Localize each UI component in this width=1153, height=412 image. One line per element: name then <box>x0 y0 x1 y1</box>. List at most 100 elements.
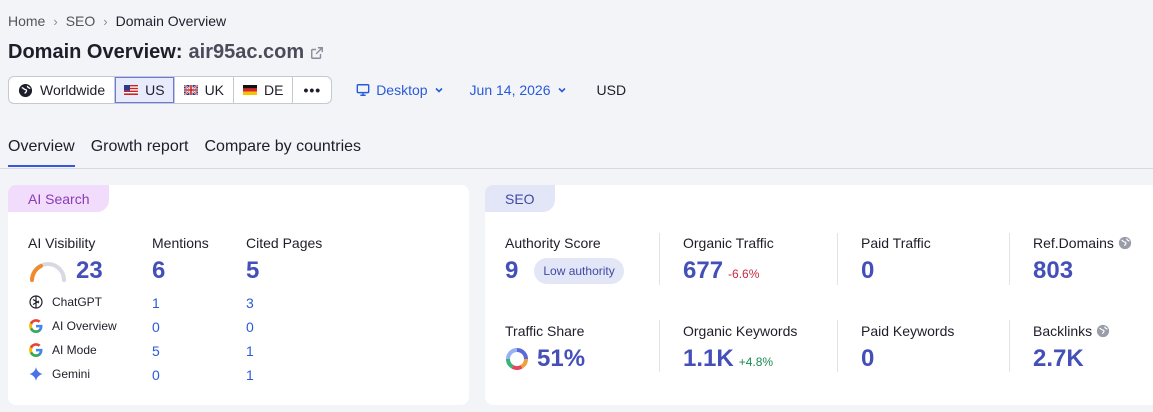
divider <box>659 233 660 285</box>
gemini-icon <box>29 367 43 381</box>
seo-card: SEO Authority Score 9 Low authority Orga… <box>485 185 1153 405</box>
mentions-value[interactable]: 6 <box>152 257 166 284</box>
uk-flag-icon <box>183 85 198 95</box>
backlinks-label: Backlinks <box>1033 323 1093 339</box>
ai-source-label: AI Overview <box>52 319 117 333</box>
list-item: Gemini <box>28 366 90 382</box>
organic-keywords-row: 1.1K +4.8% <box>683 345 773 373</box>
chevron-down-icon <box>557 87 566 93</box>
ai-overview-cited[interactable]: 0 <box>246 319 254 335</box>
ref-domains-header: Ref.Domains <box>1033 235 1132 251</box>
db-us-label: US <box>145 82 165 98</box>
ai-visibility-value[interactable]: 23 <box>76 257 103 284</box>
divider <box>837 320 838 372</box>
ref-domains-label: Ref.Domains <box>1033 235 1114 251</box>
desktop-icon <box>356 84 370 96</box>
page-title: Domain Overview: <box>8 41 183 63</box>
globe-icon <box>1118 236 1132 250</box>
chevron-down-icon <box>434 87 443 93</box>
db-worldwide-label: Worldwide <box>40 82 106 98</box>
domain-name: air95ac.com <box>188 41 305 63</box>
db-worldwide-button[interactable]: Worldwide <box>9 77 116 103</box>
gemini-mentions[interactable]: 0 <box>152 367 160 383</box>
database-selector: Worldwide US UK <box>8 76 333 104</box>
db-de-label: DE <box>264 82 284 98</box>
tab-growth-report[interactable]: Growth report <box>90 138 189 155</box>
google-icon <box>29 319 43 333</box>
ai-visibility-label: AI Visibility <box>28 235 96 251</box>
organic-traffic-row: 677 -6.6% <box>683 257 759 285</box>
authority-score-value[interactable]: 9 <box>505 257 519 284</box>
more-databases-button[interactable]: ••• <box>303 82 322 98</box>
chevron-right-icon: › <box>53 13 58 29</box>
organic-traffic-delta: -6.6% <box>728 267 760 281</box>
list-item: AI Mode <box>28 342 97 358</box>
divider <box>837 233 838 285</box>
chevron-right-icon: › <box>103 13 108 29</box>
tab-compare-by-countries[interactable]: Compare by countries <box>204 138 362 155</box>
backlinks-value[interactable]: 2.7K <box>1033 345 1084 372</box>
google-icon <box>29 343 43 357</box>
paid-traffic-label: Paid Traffic <box>861 235 931 251</box>
ai-search-card: AI Search AI Visibility 23 Mentions 6 Ci… <box>8 185 469 405</box>
organic-traffic-label: Organic Traffic <box>683 235 774 251</box>
page-title-row: Domain Overview: air95ac.com <box>8 41 324 64</box>
globe-icon <box>18 83 33 97</box>
chatgpt-cited[interactable]: 3 <box>246 295 254 311</box>
db-us-button[interactable]: US <box>115 77 175 103</box>
divider <box>1009 233 1010 285</box>
traffic-share-label: Traffic Share <box>505 323 585 339</box>
list-item: AI Overview <box>28 318 117 334</box>
db-de-button[interactable]: DE <box>234 77 294 103</box>
ai-visibility-gauge <box>30 262 66 282</box>
ai-mode-cited[interactable]: 1 <box>246 343 254 359</box>
ai-source-label: ChatGPT <box>52 295 103 309</box>
traffic-share-value[interactable]: 51% <box>537 345 586 372</box>
traffic-share-donut <box>505 348 529 370</box>
cited-pages-label: Cited Pages <box>246 235 323 251</box>
db-uk-button[interactable]: UK <box>175 77 235 103</box>
organic-keywords-label: Organic Keywords <box>683 323 798 339</box>
mentions-label: Mentions <box>152 235 209 251</box>
ai-mode-mentions[interactable]: 5 <box>152 343 160 359</box>
globe-icon <box>1097 324 1110 338</box>
backlinks-header: Backlinks <box>1033 323 1110 339</box>
toolbar: Worldwide US UK <box>8 76 626 104</box>
chatgpt-icon <box>29 295 43 309</box>
list-item: ChatGPT <box>28 294 102 310</box>
paid-traffic-value[interactable]: 0 <box>861 257 875 284</box>
us-flag-icon <box>124 85 139 95</box>
currency-label: USD <box>596 82 627 98</box>
paid-keywords-value[interactable]: 0 <box>861 345 875 372</box>
external-link-icon[interactable] <box>310 46 324 60</box>
device-dropdown[interactable]: Desktop <box>356 82 443 98</box>
divider <box>659 320 660 372</box>
device-label: Desktop <box>376 82 428 98</box>
breadcrumb: Home › SEO › Domain Overview <box>8 13 226 29</box>
organic-keywords-value[interactable]: 1.1K <box>683 345 734 372</box>
breadcrumb-home[interactable]: Home <box>8 13 46 29</box>
db-uk-label: UK <box>204 82 225 98</box>
chatgpt-mentions[interactable]: 1 <box>152 295 160 311</box>
ai-source-label: AI Mode <box>52 343 97 357</box>
authority-score-label: Authority Score <box>505 235 601 251</box>
paid-keywords-label: Paid Keywords <box>861 323 955 339</box>
date-label: Jun 14, 2026 <box>469 82 551 98</box>
organic-keywords-delta: +4.8% <box>738 355 774 369</box>
tab-bar: Overview Growth report Compare by countr… <box>8 138 361 167</box>
organic-traffic-value[interactable]: 677 <box>683 257 724 284</box>
cited-pages-value[interactable]: 5 <box>246 257 260 284</box>
ai-overview-mentions[interactable]: 0 <box>152 319 160 335</box>
ai-search-tag: AI Search <box>8 185 110 212</box>
breadcrumb-seo[interactable]: SEO <box>65 13 96 29</box>
date-dropdown[interactable]: Jun 14, 2026 <box>470 82 567 98</box>
traffic-share-row: 51% <box>505 345 585 373</box>
tab-overview[interactable]: Overview <box>8 138 75 167</box>
authority-score-row: 9 Low authority <box>505 257 624 285</box>
divider <box>1009 320 1010 372</box>
ref-domains-value[interactable]: 803 <box>1033 257 1074 284</box>
ai-source-label: Gemini <box>52 367 91 381</box>
de-flag-icon <box>243 85 258 95</box>
gemini-cited[interactable]: 1 <box>246 367 254 383</box>
authority-badge: Low authority <box>534 258 624 284</box>
